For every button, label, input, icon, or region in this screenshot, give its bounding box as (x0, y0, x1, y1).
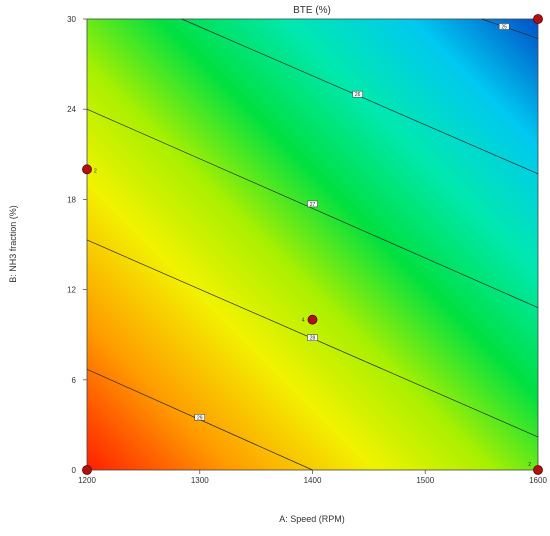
design-point (533, 465, 543, 475)
contour-label-box (352, 90, 363, 98)
contour-label-box (498, 23, 510, 30)
y-tick-label: 12 (67, 286, 76, 295)
contour-label-box (194, 414, 205, 421)
y-tick-label: 18 (67, 195, 76, 204)
contour-label: 29 (197, 415, 203, 421)
y-tick-label: 30 (67, 15, 76, 24)
y-axis-title: B: NH3 fraction (%) (8, 205, 18, 283)
contour-line (481, 18, 539, 39)
contour-label: 27 (310, 202, 316, 208)
x-axis-title: A: Speed (RPM) (279, 514, 345, 524)
x-tick-label: 1300 (191, 476, 209, 485)
contour-label-box (307, 334, 318, 341)
contour-label: 26 (355, 92, 361, 98)
contour-label: 28 (310, 336, 316, 342)
y-tick-label: 0 (72, 466, 77, 475)
design-point (82, 164, 92, 175)
x-tick-label: 1400 (304, 476, 322, 485)
contour-line (86, 108, 539, 308)
contour-lines: 29 28 27 26 25 (86, 18, 539, 471)
design-point (82, 465, 92, 475)
x-tick-label: 1600 (529, 476, 547, 485)
design-point (307, 314, 318, 325)
y-tick-label: 24 (67, 105, 76, 114)
plot-area (86, 18, 539, 471)
design-point-label: 2 (528, 462, 531, 468)
x-tick-label: 1500 (416, 476, 434, 485)
design-point-label: 4 (302, 318, 305, 324)
design-point-label: 2 (94, 168, 97, 174)
y-tick-label: 6 (72, 376, 77, 385)
x-axis: 1200 1300 1400 1500 1600 (78, 470, 547, 485)
chart-title: BTE (%) (293, 5, 331, 16)
y-axis: 0 6 12 18 24 30 (67, 15, 87, 475)
contour-label-box (307, 200, 318, 208)
design-point (533, 14, 543, 24)
design-points: 2 4 2 (82, 14, 543, 475)
x-tick-label: 1200 (78, 476, 96, 485)
contour-label: 25 (501, 25, 507, 31)
